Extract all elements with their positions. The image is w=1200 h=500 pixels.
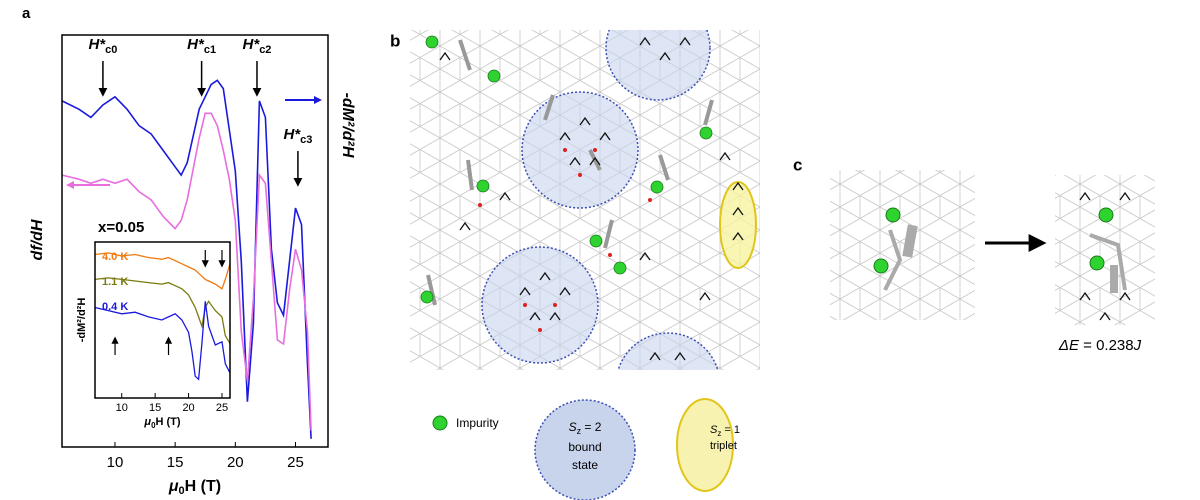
x-tick-label: 25 (216, 402, 228, 414)
legend-triplet: Sz = 1 (710, 424, 740, 438)
data-line (61, 79, 312, 439)
impurity-icon (432, 415, 448, 431)
x-tick-label: 15 (167, 454, 184, 471)
y-axis-label: -dM²/d²H (76, 298, 88, 343)
panel-label: a (22, 5, 31, 22)
x-tick-label: 15 (149, 402, 161, 414)
plot-frame (61, 34, 329, 448)
legend-triplet: triplet (710, 440, 737, 452)
x-tick-label: 10 (116, 402, 128, 414)
legend-impurity: Impurity (456, 416, 499, 430)
data-line (94, 277, 231, 344)
lattice (410, 30, 760, 370)
y2-axis-label: -dM²/d²H (339, 93, 356, 158)
chart-inset: 10 15 20 25 μ0H (T) -dM²/d²H 4.0 K 1.1 K 0.4 K (76, 241, 231, 430)
annotation: H*c3 (283, 126, 312, 146)
chart-main: 10 15 20 25 μ0H (T) df/dH -dM²/d²H H*c0 H*c1 H*c2… (29, 34, 356, 497)
annotation: H*c1 (187, 36, 216, 56)
y-axis-label: df/dH (29, 219, 46, 260)
note: x=0.05 (98, 219, 144, 236)
energy-label: ΔE = 0.238J (1058, 337, 1142, 354)
x-axis-label: μ0H (T) (143, 416, 180, 430)
legend-label: 0.4 K (102, 301, 128, 313)
panel-label: b (390, 31, 400, 50)
data-line (94, 252, 231, 290)
x-tick-label: 20 (182, 402, 194, 414)
bound-state-icon (534, 399, 636, 500)
legend-bound-state: Sz = 2 (569, 420, 602, 436)
x-axis-label: μ0H (T) (168, 478, 221, 497)
data-line (94, 301, 231, 381)
plot-frame (94, 241, 231, 399)
axis-arrow (66, 181, 74, 189)
x-tick-label: 20 (227, 454, 244, 471)
panel-label: c (793, 155, 802, 174)
x-tick-label: 25 (287, 454, 304, 471)
annotation: H*c0 (88, 36, 117, 56)
lattice-after (1055, 175, 1155, 325)
x-tick-label: 10 (107, 454, 124, 471)
legend-bound-state: state (572, 458, 598, 472)
legend-label: 1.1 K (102, 276, 128, 288)
data-line (61, 112, 312, 431)
axis-arrow (314, 96, 322, 104)
annotation: H*c2 (243, 36, 272, 56)
legend-bound-state: bound (568, 440, 601, 454)
lattice-before (830, 170, 975, 320)
legend-label: 4.0 K (102, 251, 128, 263)
triplet-icon (676, 398, 734, 492)
